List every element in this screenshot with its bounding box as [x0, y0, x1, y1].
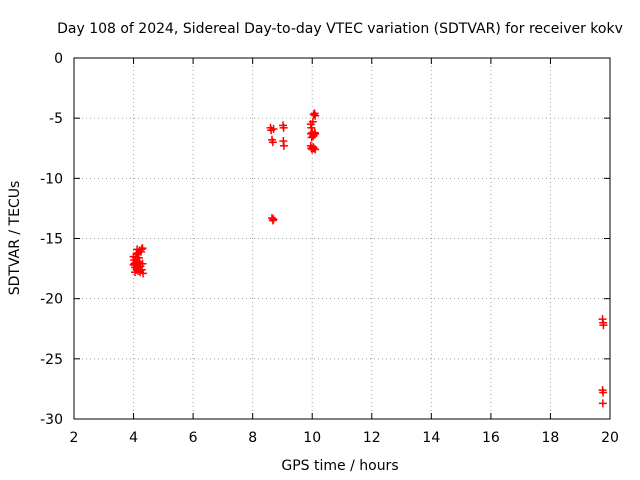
data-point [599, 388, 608, 397]
data-point [279, 141, 288, 150]
y-tick-label: -25 [40, 352, 63, 368]
axis-tick-labels: 2 4 6 8 10 12 14 16 18 20 0 -5 -10 -15 -20 -25 -30 [40, 51, 619, 446]
data-point [268, 138, 277, 147]
data-point [131, 268, 140, 277]
data-point [309, 144, 318, 153]
data-point [269, 124, 278, 133]
x-tick-label: 8 [248, 430, 257, 446]
data-point [138, 259, 147, 268]
x-axis-label: GPS time / hours [281, 458, 398, 474]
y-axis-label: SDTVAR / TECUs [7, 181, 23, 296]
x-tick-label: 2 [70, 430, 79, 446]
data-point [308, 117, 317, 126]
x-tick-label: 4 [129, 430, 138, 446]
data-point [279, 123, 288, 132]
x-tick-label: 16 [482, 430, 500, 446]
data-point [311, 129, 320, 138]
y-tick-label: 0 [54, 51, 63, 67]
y-tick-label: -30 [40, 412, 63, 428]
x-tick-label: 20 [601, 430, 619, 446]
data-point [311, 145, 320, 154]
data-point [269, 215, 278, 224]
data-point [599, 321, 608, 330]
data-series [129, 109, 608, 408]
x-tick-label: 12 [363, 430, 381, 446]
data-point [138, 244, 147, 253]
grid-lines [74, 58, 610, 419]
y-tick-label: -5 [49, 111, 63, 127]
x-tick-label: 6 [189, 430, 198, 446]
data-point [139, 269, 148, 278]
x-tick-label: 14 [422, 430, 440, 446]
data-point [133, 245, 142, 254]
y-tick-label: -20 [40, 292, 63, 308]
x-tick-label: 18 [542, 430, 560, 446]
y-tick-label: -15 [40, 232, 63, 248]
x-tick-label: 10 [303, 430, 321, 446]
data-point [311, 111, 320, 120]
y-tick-label: -10 [40, 171, 63, 187]
data-point [129, 260, 138, 269]
data-point [598, 399, 607, 408]
chart-title: Day 108 of 2024, Sidereal Day-to-day VTE… [57, 21, 623, 37]
data-point [309, 110, 318, 119]
axis-ticks [73, 57, 611, 420]
